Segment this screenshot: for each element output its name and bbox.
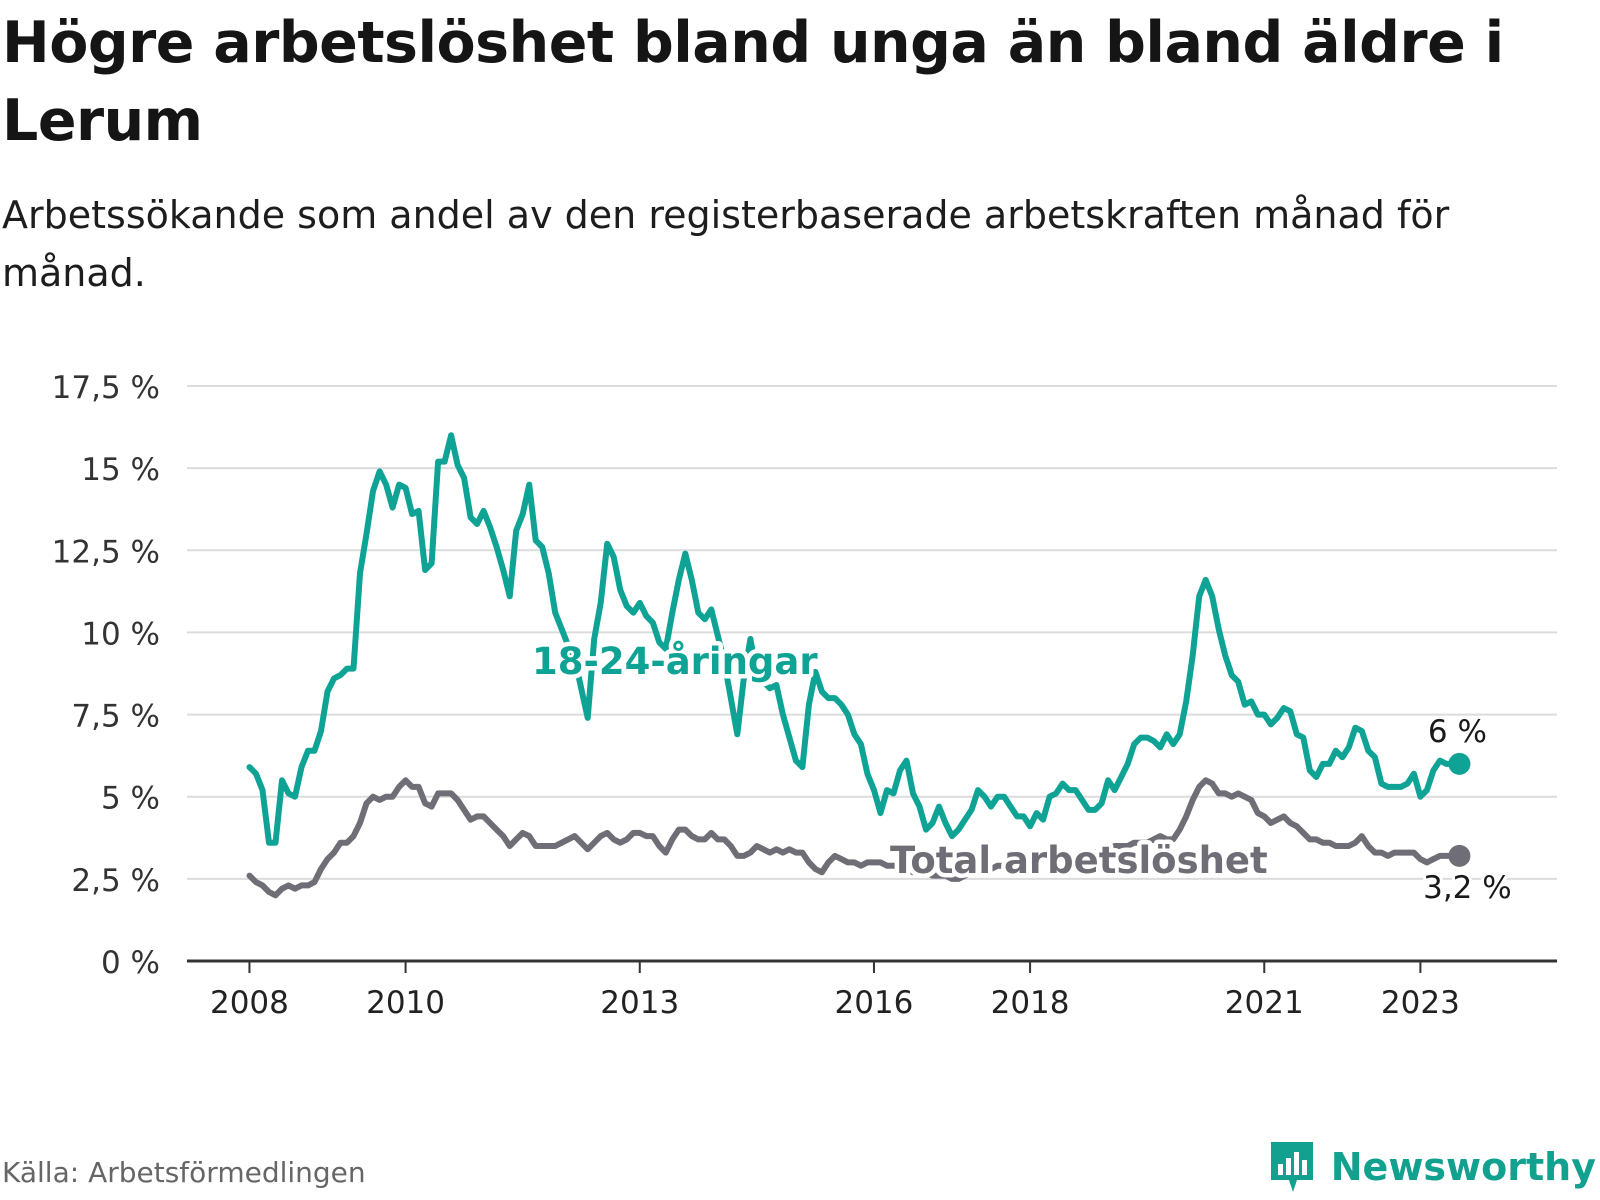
- y-tick-label: 17,5 %: [52, 370, 160, 406]
- newsworthy-logo-icon: [1270, 1142, 1313, 1192]
- y-tick-label: 0 %: [101, 945, 160, 981]
- x-tick-label: 2008: [210, 985, 289, 1021]
- x-tick-label: 2021: [1225, 985, 1304, 1021]
- x-tick-label: 2013: [600, 985, 679, 1021]
- end-point-total: [1448, 844, 1471, 867]
- series-line-total: [246, 777, 1463, 899]
- y-tick-label: 12,5 %: [52, 534, 160, 570]
- chart-subtitle: Arbetssökande som andel av den registerb…: [2, 193, 1450, 295]
- y-axis-labels: 0 % 2,5 % 5 % 7,5 % 10 % 12,5 % 15 % 17,5 %: [52, 370, 160, 981]
- x-tick-label: 2016: [834, 985, 913, 1021]
- y-tick-label: 15 %: [81, 452, 160, 488]
- y-tick-label: 2,5 %: [71, 863, 160, 899]
- x-tick-label: 2010: [366, 985, 445, 1021]
- series-line-youth: [246, 432, 1463, 846]
- brand-name: Newsworthy: [1330, 1145, 1596, 1189]
- series-annotations: 18-24-åringar Total arbetslöshet 6 % 3,2 %: [528, 636, 1515, 909]
- source-note: Källa: Arbetsförmedlingen: [2, 1156, 366, 1189]
- x-tick-label: 2018: [991, 985, 1070, 1021]
- end-label-total: 3,2 %: [1423, 870, 1512, 906]
- y-tick-label: 5 %: [101, 781, 160, 817]
- gridlines: [187, 385, 1557, 880]
- series-label-total: Total arbetslöshet: [890, 839, 1268, 882]
- series-lines: [246, 432, 1471, 899]
- chart-title: Högre arbetslöshet bland unga än bland ä…: [2, 10, 1504, 154]
- end-point-youth: [1448, 752, 1471, 775]
- y-tick-label: 10 %: [81, 616, 160, 652]
- x-tick-label: 2023: [1381, 985, 1460, 1021]
- y-tick-label: 7,5 %: [71, 699, 160, 735]
- end-label-youth: 6 %: [1428, 714, 1487, 750]
- x-axis: 2008 2010 2013 2016 2018 2021 2023: [187, 959, 1557, 1021]
- newsworthy-brand[interactable]: Newsworthy: [1267, 1138, 1596, 1196]
- series-label-youth: 18-24-åringar: [532, 640, 818, 683]
